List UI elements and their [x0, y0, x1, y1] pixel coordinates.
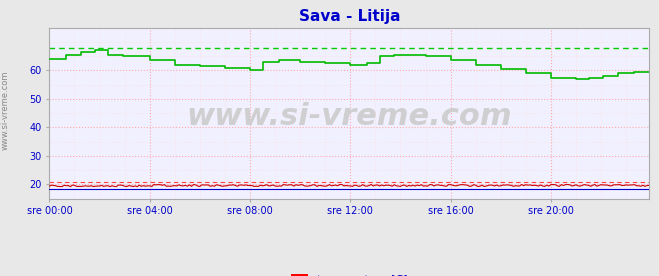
- Text: www.si-vreme.com: www.si-vreme.com: [1, 71, 10, 150]
- Legend: temperatura [C], pretok [m3/s]: temperatura [C], pretok [m3/s]: [287, 269, 412, 276]
- Title: Sava - Litija: Sava - Litija: [299, 9, 400, 24]
- Text: www.si-vreme.com: www.si-vreme.com: [186, 102, 512, 131]
